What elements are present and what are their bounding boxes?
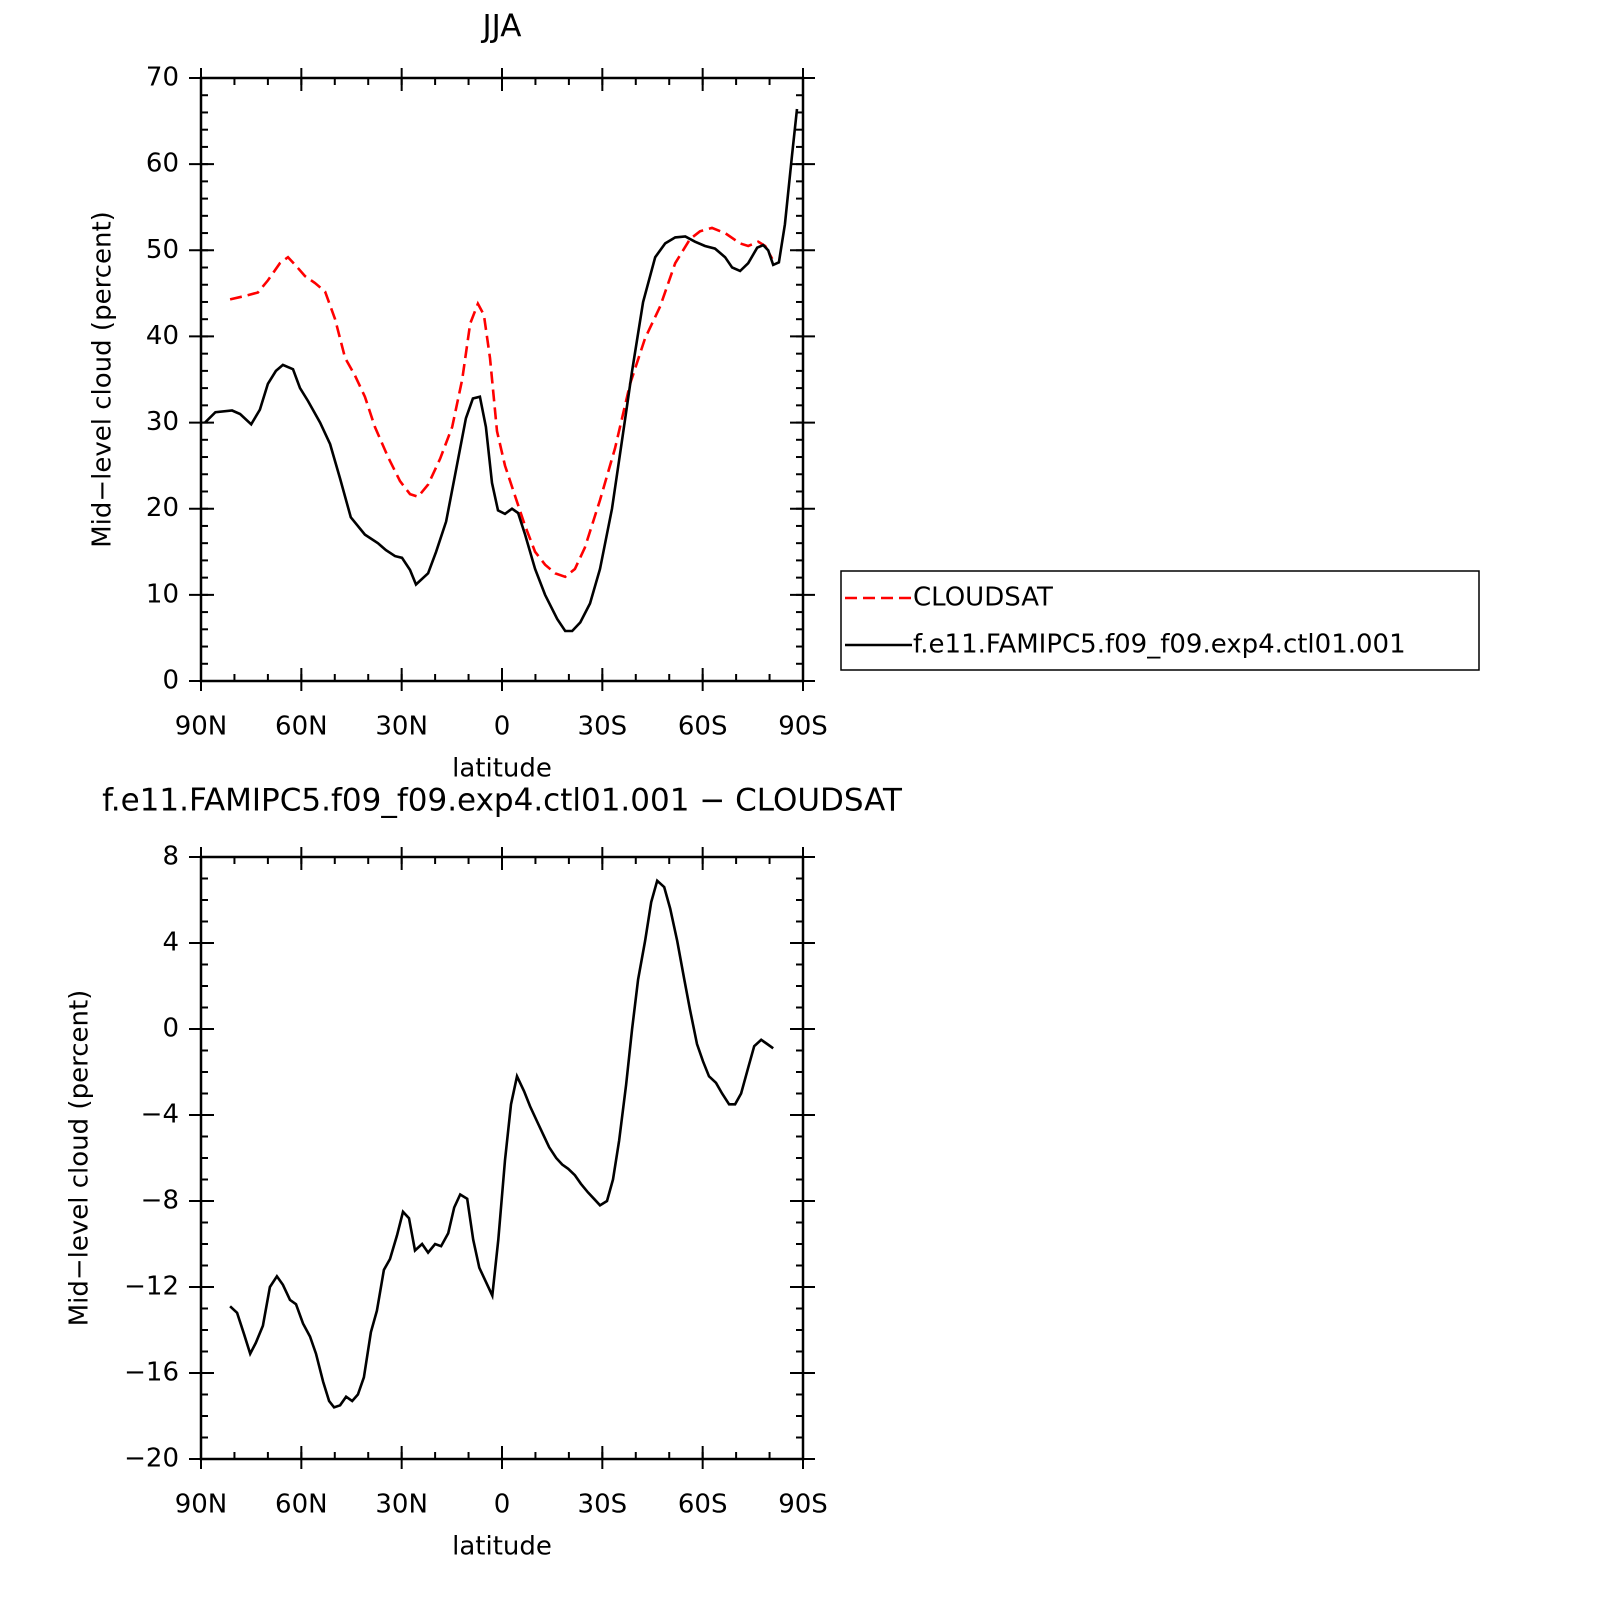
data-line bbox=[229, 878, 774, 1409]
y-axis-label: Mid−level cloud (percent) bbox=[65, 990, 95, 1327]
y-tick-label: −12 bbox=[124, 1272, 179, 1302]
x-tick-label: 90S bbox=[778, 712, 828, 742]
x-axis-label: latitude bbox=[452, 754, 552, 784]
x-tick-label: 90N bbox=[175, 712, 228, 742]
x-tick-label: 30S bbox=[578, 1490, 628, 1520]
y-tick-label: 10 bbox=[146, 579, 179, 609]
y-tick-label: 4 bbox=[162, 928, 179, 958]
plot-frame bbox=[199, 855, 805, 1461]
x-tick-label: 30N bbox=[375, 1490, 428, 1520]
y-axis-label: Mid−level cloud (percent) bbox=[88, 211, 118, 548]
y-tick-label: 70 bbox=[146, 63, 179, 93]
x-tick-label: 30N bbox=[375, 712, 428, 742]
plot-frame bbox=[199, 76, 805, 683]
x-tick-label: 90N bbox=[175, 1490, 228, 1520]
y-tick-label: 0 bbox=[162, 1014, 179, 1044]
y-tick-label: 60 bbox=[146, 149, 179, 179]
legend-box bbox=[840, 570, 1480, 671]
y-tick-label: 0 bbox=[162, 666, 179, 696]
x-tick-label: 60N bbox=[275, 712, 328, 742]
chart-title: JJA bbox=[481, 9, 522, 45]
data-line bbox=[229, 226, 774, 579]
y-tick-label: 30 bbox=[146, 407, 179, 437]
y-tick-label: 40 bbox=[146, 321, 179, 351]
y-tick-label: −8 bbox=[141, 1186, 179, 1216]
data-line bbox=[204, 108, 799, 633]
y-tick-label: 50 bbox=[146, 235, 179, 265]
x-tick-label: 90S bbox=[778, 1490, 828, 1520]
y-tick-label: 8 bbox=[162, 842, 179, 872]
legend-label: CLOUDSAT bbox=[913, 583, 1053, 613]
y-tick-label: −16 bbox=[124, 1358, 179, 1388]
x-tick-label: 60S bbox=[678, 712, 728, 742]
y-tick-label: −20 bbox=[124, 1444, 179, 1474]
x-tick-label: 30S bbox=[578, 712, 628, 742]
y-tick-label: −4 bbox=[141, 1100, 179, 1130]
x-tick-label: 0 bbox=[494, 712, 511, 742]
legend-label: f.e11.FAMIPC5.f09_f09.exp4.ctl01.001 bbox=[913, 630, 1406, 660]
x-tick-label: 60S bbox=[678, 1490, 728, 1520]
y-tick-label: 20 bbox=[146, 493, 179, 523]
x-axis-label: latitude bbox=[452, 1532, 552, 1562]
chart-title: f.e11.FAMIPC5.f09_f09.exp4.ctl01.001 − C… bbox=[102, 783, 903, 819]
x-tick-label: 0 bbox=[494, 1490, 511, 1520]
x-tick-label: 60N bbox=[275, 1490, 328, 1520]
